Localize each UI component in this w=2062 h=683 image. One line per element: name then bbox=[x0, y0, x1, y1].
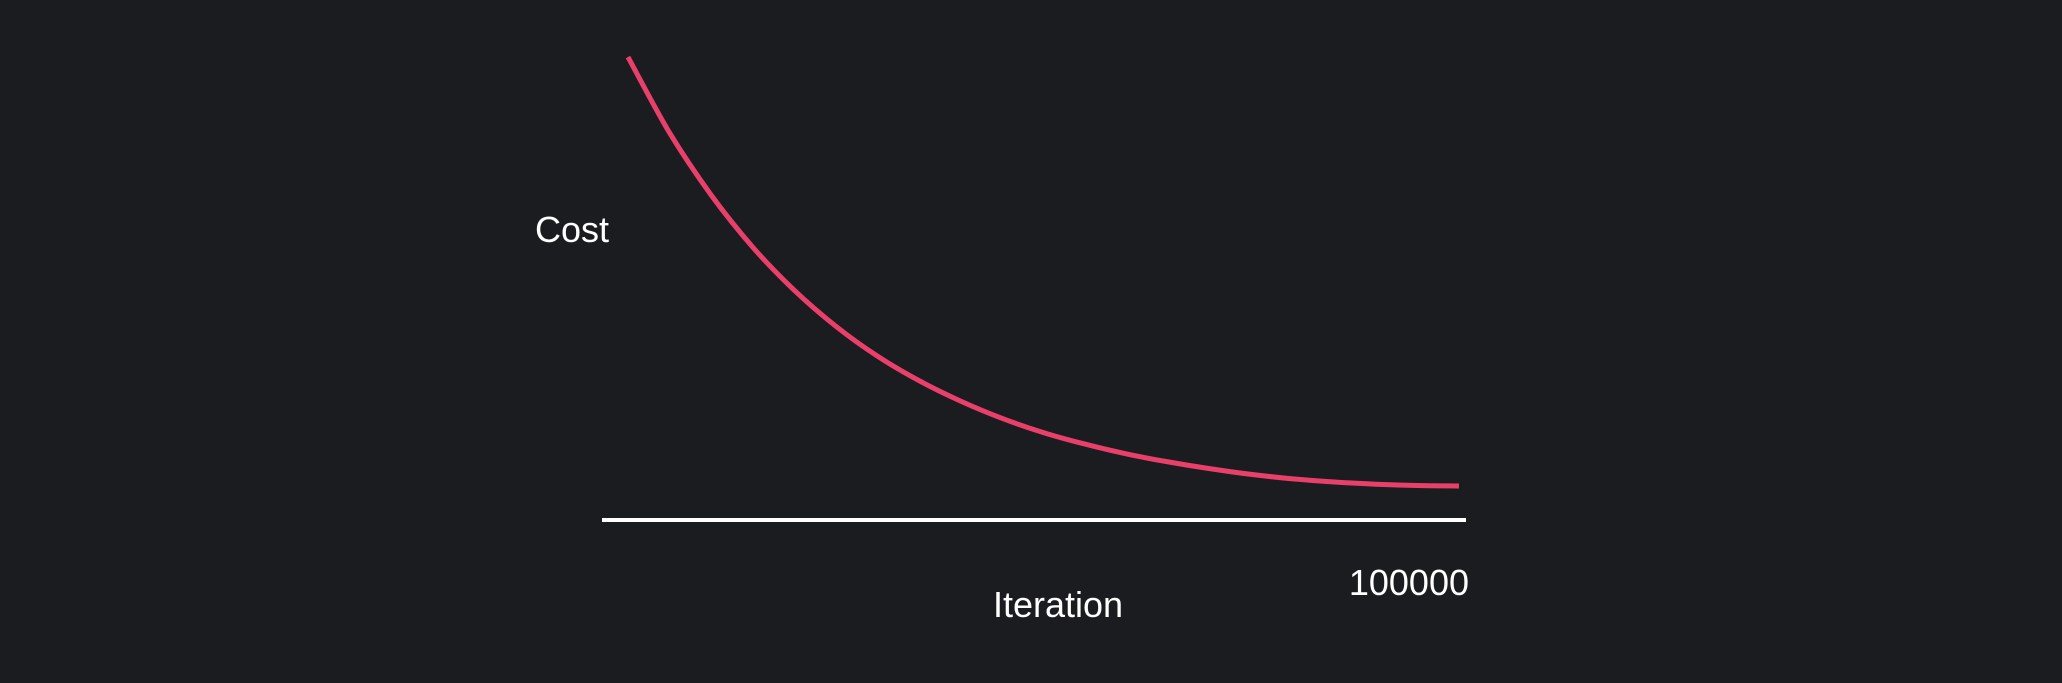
y-axis-label: Cost bbox=[535, 209, 609, 250]
x-axis-label: Iteration bbox=[993, 584, 1123, 625]
curve-layer bbox=[625, 55, 1460, 489]
x-tick-label: 100000 bbox=[1349, 562, 1469, 603]
cost-curve-series-0 bbox=[625, 55, 1460, 489]
